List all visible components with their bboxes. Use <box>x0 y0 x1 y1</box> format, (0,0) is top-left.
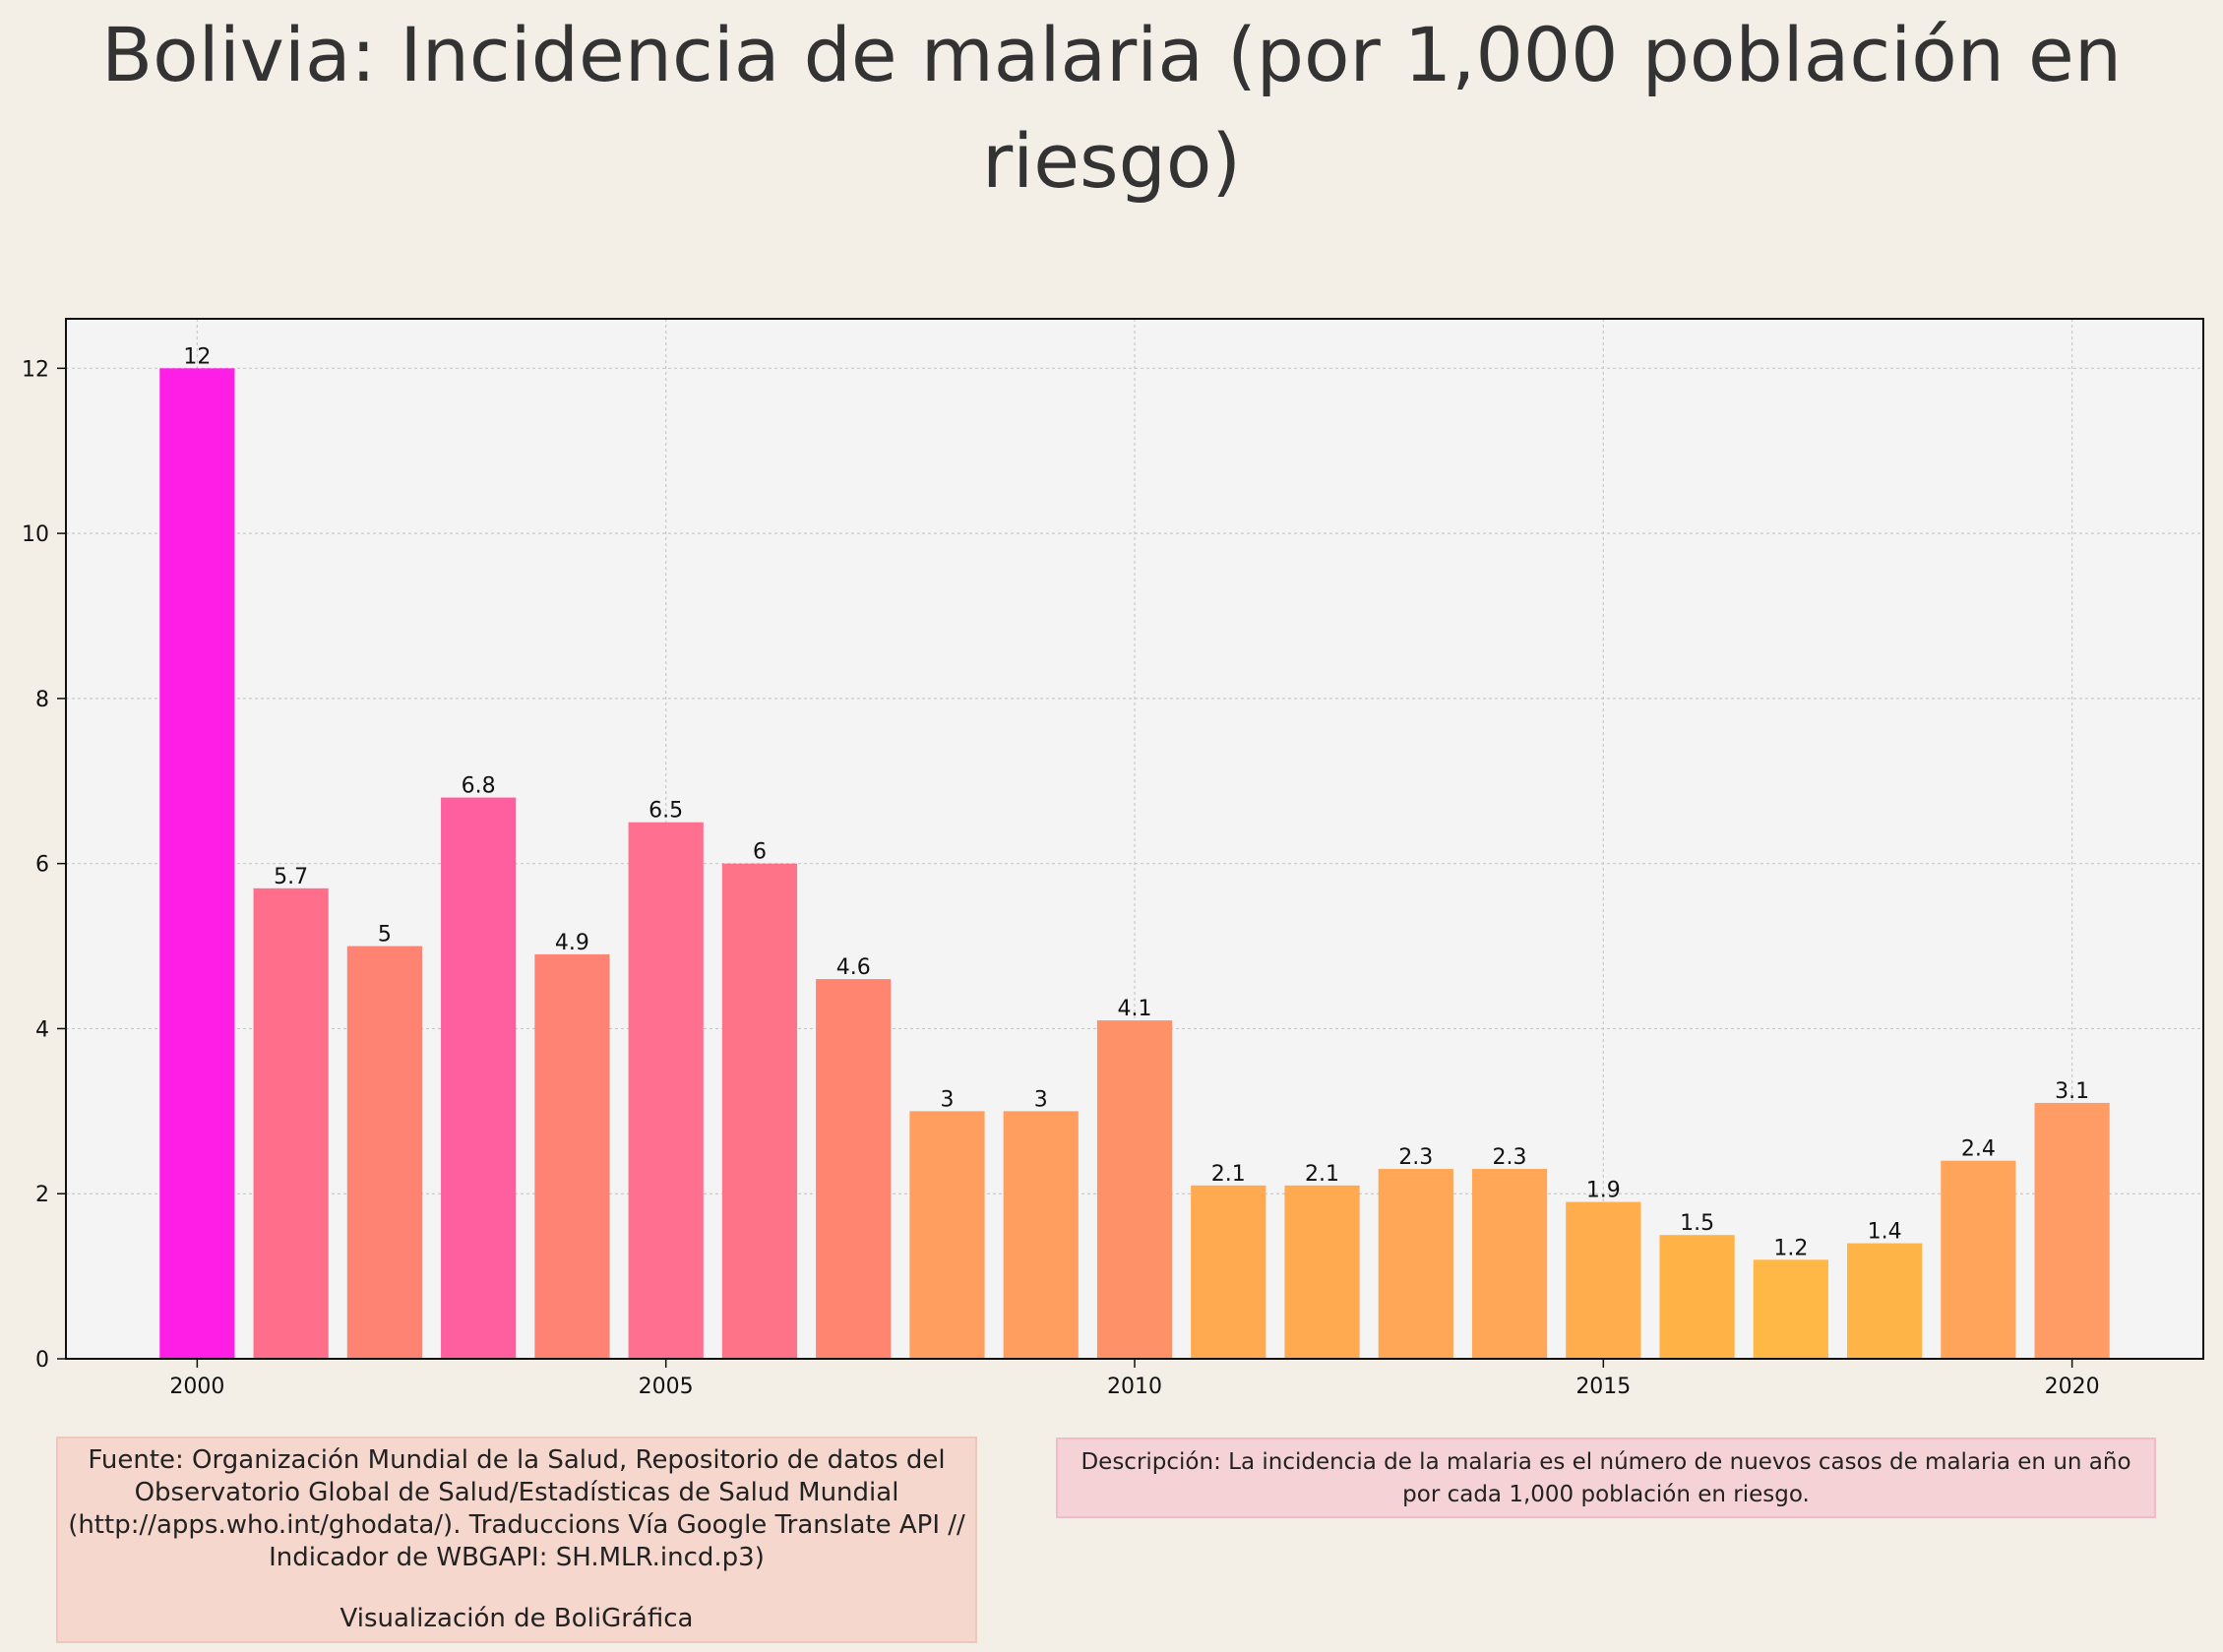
y-tick-label: 2 <box>35 1183 49 1207</box>
bar-value-label: 2.1 <box>1305 1162 1339 1187</box>
description-note: Descripción: La incidencia de la malaria… <box>1056 1438 2156 1518</box>
source-note: Fuente: Organización Mundial de la Salud… <box>56 1437 977 1643</box>
y-tick-label: 12 <box>22 357 49 382</box>
bar <box>159 368 235 1359</box>
bar <box>1471 1169 1548 1359</box>
bar <box>1847 1243 1923 1359</box>
bar-value-labels: 12 5.7 5 6.8 4.9 6.5 6 4.6 3 3 4.1 2.1 2.1 2.3 2.3 1.9 1… <box>183 344 2089 1260</box>
y-tick-label: 4 <box>35 1017 49 1042</box>
bar <box>1096 1020 1173 1359</box>
bar-value-label: 2.4 <box>1961 1137 1996 1162</box>
bar <box>1378 1169 1453 1359</box>
bar <box>1566 1201 1641 1359</box>
bar <box>1003 1111 1079 1359</box>
bar-value-label: 6.5 <box>648 799 683 824</box>
bar-value-label: 2.1 <box>1211 1162 1246 1187</box>
bar <box>721 863 798 1359</box>
axes: 0 2 4 6 8 10 12 2000 2005 2010 2015 2020 <box>22 357 2100 1399</box>
bar <box>628 822 704 1359</box>
description-text: Descripción: La incidencia de la malaria… <box>1081 1449 2131 1507</box>
source-text: Fuente: Organización Mundial de la Salud… <box>68 1445 965 1572</box>
bar <box>1659 1235 1735 1359</box>
bar <box>1941 1160 2016 1359</box>
bar-value-label: 4.1 <box>1118 997 1152 1021</box>
y-tick-label: 0 <box>35 1348 49 1373</box>
bar <box>1753 1259 1828 1359</box>
bar <box>534 953 610 1359</box>
bar-value-label: 4.9 <box>555 931 589 955</box>
bar-value-label: 12 <box>183 344 211 369</box>
bar-value-label: 2.3 <box>1493 1145 1527 1170</box>
bar-value-label: 1.2 <box>1773 1236 1808 1260</box>
bar-value-label: 5 <box>378 923 392 948</box>
bar <box>2034 1102 2110 1359</box>
x-tick-label: 2000 <box>169 1375 224 1399</box>
bar-value-label: 5.7 <box>274 865 308 889</box>
x-tick-label: 2010 <box>1107 1375 1162 1399</box>
bar <box>441 797 517 1359</box>
bar-value-label: 4.6 <box>836 955 871 980</box>
x-tick-label: 2015 <box>1575 1375 1631 1399</box>
bar <box>1284 1185 1360 1359</box>
credit-text: Visualización de BoliGráfica <box>340 1604 694 1633</box>
x-tick-label: 2005 <box>639 1375 694 1399</box>
bar <box>1191 1185 1266 1359</box>
bar <box>909 1111 985 1359</box>
bar <box>346 946 422 1359</box>
bars <box>159 368 2110 1359</box>
bar-value-label: 2.3 <box>1398 1145 1433 1170</box>
bar <box>816 979 892 1359</box>
bar-value-label: 6.8 <box>462 774 496 799</box>
y-tick-label: 8 <box>35 688 49 712</box>
x-tick-label: 2020 <box>2045 1375 2100 1399</box>
y-tick-label: 6 <box>35 853 49 878</box>
bar-value-label: 1.9 <box>1586 1179 1621 1203</box>
bar-value-label: 1.4 <box>1868 1220 1902 1245</box>
chart-title: Bolivia: Incidencia de malaria (por 1,00… <box>101 11 2122 205</box>
bar-value-label: 3 <box>940 1087 954 1112</box>
bar-value-label: 3 <box>1034 1087 1048 1112</box>
y-tick-label: 10 <box>22 522 49 547</box>
plot-frame <box>65 318 2204 1360</box>
bar-value-label: 1.5 <box>1680 1211 1714 1236</box>
bar <box>253 887 329 1359</box>
bar-value-label: 6 <box>753 840 767 865</box>
bar-value-label: 3.1 <box>2055 1079 2089 1104</box>
